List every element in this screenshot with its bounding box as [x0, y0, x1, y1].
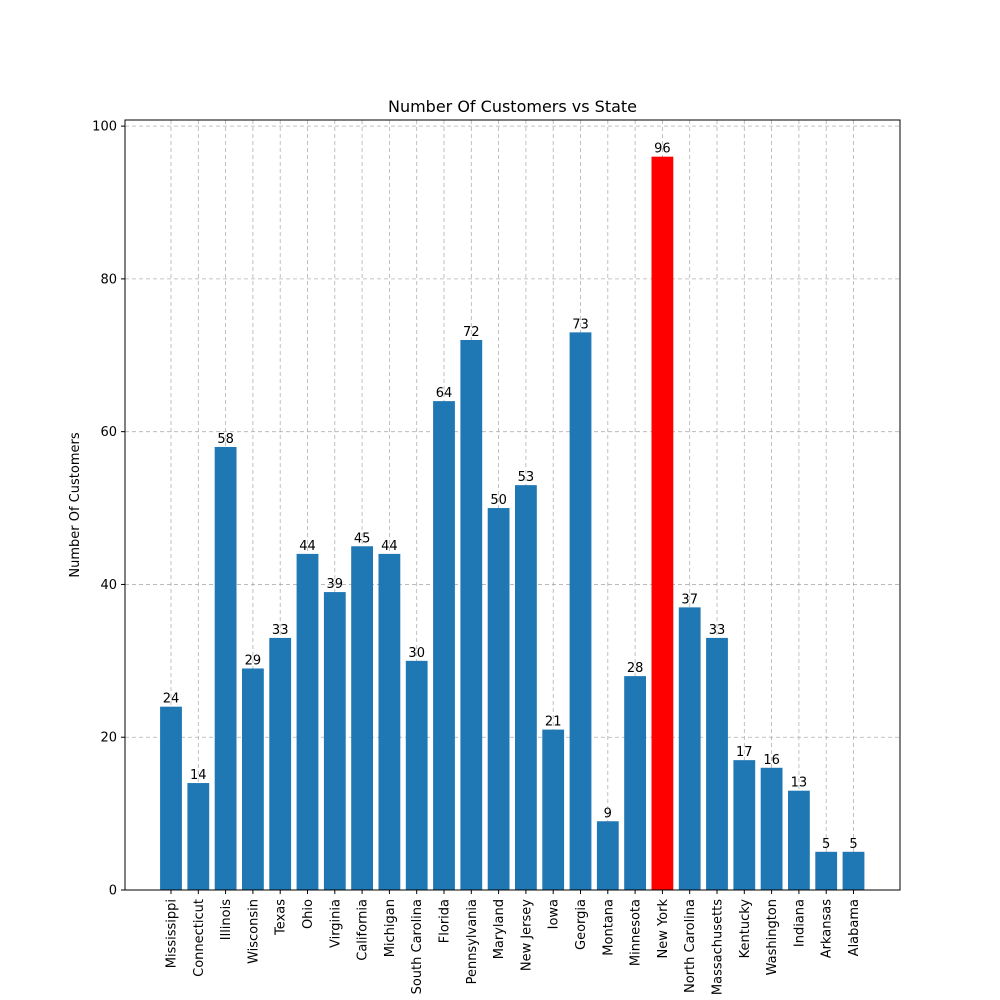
bar-florida [433, 401, 455, 890]
x-tick-label: Minnesota [629, 899, 644, 966]
data-label: 50 [490, 493, 507, 508]
data-label: 33 [709, 623, 726, 638]
bar-kentucky [733, 760, 755, 890]
x-tick-label: South Carolina [410, 899, 425, 994]
data-label: 53 [518, 470, 535, 485]
data-label: 5 [849, 837, 857, 852]
data-label: 5 [822, 837, 830, 852]
data-label: 16 [763, 753, 780, 768]
x-tick-label: Maryland [492, 899, 507, 959]
x-tick-label: Alabama [847, 899, 862, 956]
bar-north-carolina [679, 607, 701, 890]
x-tick-label: Indiana [792, 899, 807, 947]
bar-washington [761, 768, 783, 890]
data-label: 44 [381, 539, 398, 554]
y-tick-label: 80 [100, 272, 117, 287]
x-tick-label: Florida [438, 899, 453, 943]
data-label: 33 [272, 623, 289, 638]
x-axis: Mississippi Connecticut Illinois Wisconsin T… [165, 890, 863, 995]
bar-new-jersey [515, 485, 537, 890]
bar-massachusetts [706, 638, 728, 890]
x-tick-label: North Carolina [683, 899, 698, 993]
bar-alabama [843, 852, 865, 890]
data-label: 64 [436, 386, 453, 401]
bar-indiana [788, 791, 810, 890]
x-tick-label: Montana [601, 899, 616, 956]
data-label: 44 [299, 539, 316, 554]
bar-connecticut [187, 783, 209, 890]
bar-mississippi [160, 707, 182, 890]
y-tick-label: 20 [100, 731, 117, 746]
bar-iowa [542, 730, 564, 890]
data-label: 30 [408, 646, 425, 661]
bar-south-carolina [406, 661, 428, 890]
y-axis: 0 20 40 60 80 100 [92, 120, 125, 899]
x-tick-label: Iowa [547, 899, 562, 929]
x-tick-label: New Jersey [519, 899, 534, 971]
x-tick-label: Illinois [219, 899, 234, 940]
bar-minnesota [624, 676, 646, 890]
data-label: 9 [604, 806, 612, 821]
data-label: 14 [190, 768, 207, 783]
data-label: 96 [654, 142, 671, 157]
data-label: 45 [354, 531, 371, 546]
data-label: 58 [217, 432, 234, 447]
x-tick-label: Massachusetts [711, 899, 726, 995]
x-tick-label: California [356, 899, 371, 961]
x-tick-label: Texas [274, 899, 289, 936]
bars [160, 157, 864, 890]
x-tick-label: New York [656, 899, 671, 959]
bar-california [351, 546, 373, 890]
data-label: 28 [627, 661, 644, 676]
bar-ohio [297, 554, 319, 890]
bar-pennsylvania [460, 340, 482, 890]
data-label: 21 [545, 715, 562, 730]
data-label: 37 [681, 592, 698, 607]
bar-texas [269, 638, 291, 890]
data-label: 17 [736, 745, 753, 760]
bar-new-york [652, 157, 674, 890]
bar-maryland [488, 508, 510, 890]
bar-michigan [379, 554, 401, 890]
grid [125, 120, 900, 890]
x-tick-label: Connecticut [192, 899, 207, 977]
chart-title: Number Of Customers vs State [388, 97, 637, 116]
x-tick-label: Kentucky [738, 899, 753, 959]
data-label: 39 [327, 577, 344, 592]
y-tick-label: 60 [100, 425, 117, 440]
x-tick-label: Arkansas [820, 899, 835, 958]
x-tick-label: Washington [765, 899, 780, 975]
data-label: 73 [572, 317, 589, 332]
bar-montana [597, 821, 619, 890]
data-label: 72 [463, 325, 480, 340]
x-tick-label: Virginia [328, 899, 343, 948]
data-label: 29 [245, 653, 262, 668]
bar-illinois [215, 447, 237, 890]
x-tick-label: Georgia [574, 899, 589, 950]
data-labels: 24 14 58 29 33 44 39 45 44 30 64 72 50 53 21 73 9 28 96 37 3… [163, 142, 858, 852]
bar-virginia [324, 592, 346, 890]
y-tick-label: 100 [92, 120, 117, 135]
x-tick-label: Wisconsin [246, 899, 261, 964]
data-label: 13 [791, 776, 808, 791]
bar-georgia [570, 332, 592, 890]
bar-wisconsin [242, 668, 264, 890]
y-tick-label: 0 [109, 884, 117, 899]
bar-arkansas [815, 852, 837, 890]
x-tick-label: Ohio [301, 899, 316, 929]
plot-frame [125, 120, 900, 890]
x-tick-label: Mississippi [165, 899, 180, 968]
x-tick-label: Pennsylvania [465, 899, 480, 984]
y-tick-label: 40 [100, 578, 117, 593]
x-tick-label: Michigan [383, 899, 398, 957]
data-label: 24 [163, 692, 180, 707]
y-axis-label: Number Of Customers [68, 432, 83, 577]
